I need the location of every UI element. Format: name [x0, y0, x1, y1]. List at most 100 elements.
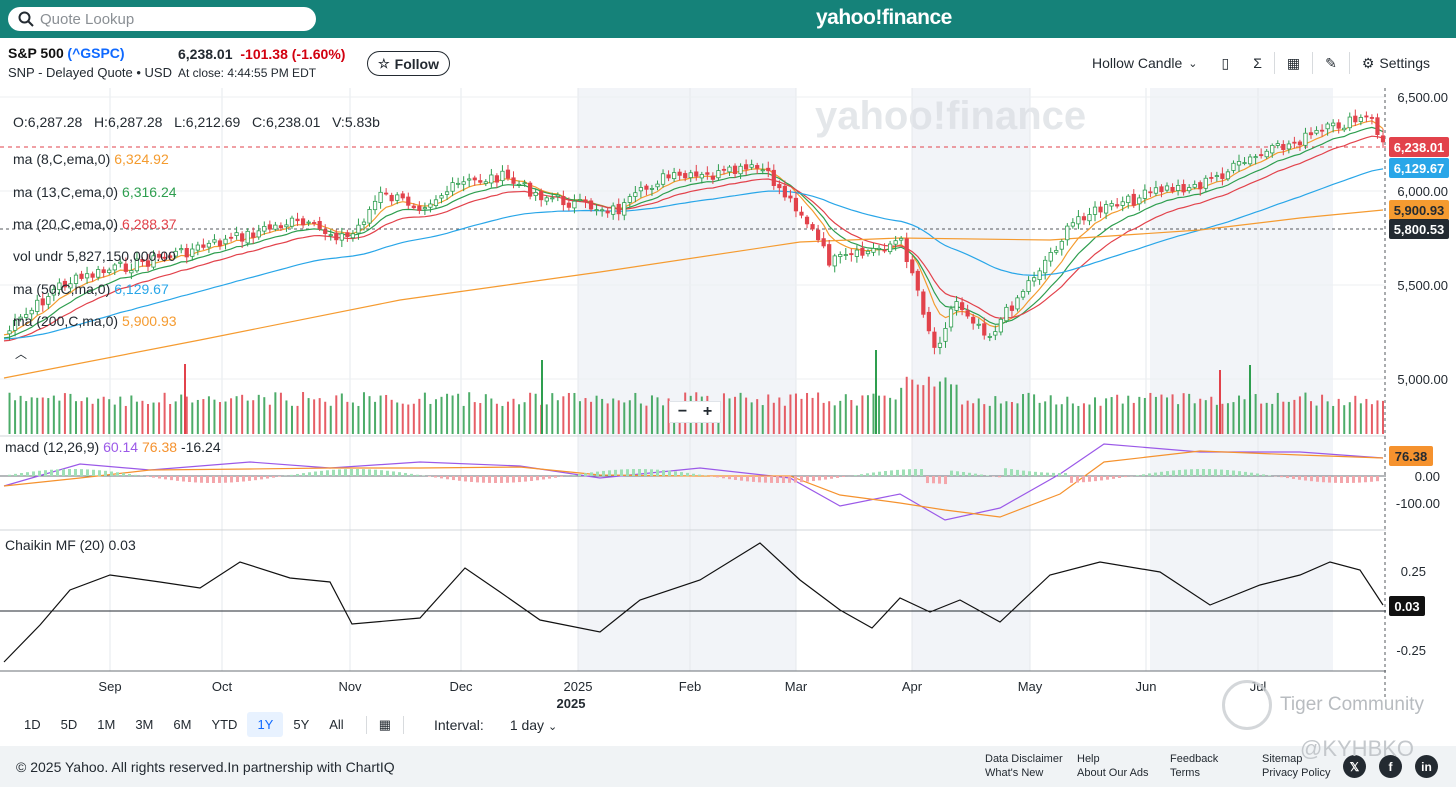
volume-bar — [822, 402, 825, 434]
candle-body — [533, 192, 538, 197]
candle-body — [145, 260, 151, 267]
period-1d[interactable]: 1D — [24, 717, 41, 732]
volume-bar — [927, 376, 930, 434]
volume-bar — [368, 396, 371, 434]
interval-dropdown[interactable]: 1 day ⌄ — [510, 717, 557, 733]
candle-body — [90, 273, 95, 278]
period-5y[interactable]: 5Y — [293, 717, 310, 732]
volume-bar — [263, 397, 266, 434]
footer-link[interactable]: About Our Ads — [1077, 767, 1149, 779]
candle-body — [655, 183, 660, 188]
volume-bar — [922, 385, 925, 434]
candle-body — [156, 253, 162, 258]
macd-histogram-bar — [188, 476, 191, 483]
x-icon[interactable]: 𝕏 — [1343, 755, 1366, 778]
volume-bar — [495, 403, 498, 434]
volume-bar — [1022, 394, 1025, 434]
macd-histogram-bar — [962, 471, 965, 476]
footer-link[interactable]: Sitemap — [1262, 753, 1303, 765]
candle-body — [334, 232, 339, 241]
period-1m[interactable]: 1M — [97, 717, 116, 732]
volume-bar — [911, 379, 914, 434]
macd-histogram-bar — [872, 472, 875, 476]
volume-bar — [196, 399, 199, 434]
macd-histogram-bar — [836, 476, 839, 478]
candle-body — [378, 191, 383, 203]
studies-button[interactable]: Σ — [1241, 52, 1274, 74]
candle-body — [616, 203, 621, 215]
draw-button[interactable]: ✎ — [1313, 52, 1349, 74]
chart-type-dropdown[interactable]: Hollow Candle ⌄ — [1080, 52, 1210, 74]
macd-legend[interactable]: macd (12,26,9) 60.14 76.38 -16.24 — [5, 439, 221, 455]
period-5d[interactable]: 5D — [60, 717, 78, 732]
period-1y[interactable]: 1Y — [247, 712, 284, 737]
macd-histogram-bar — [404, 472, 407, 476]
price-chart[interactable]: yahoo!finance Sep Oct Nov Dec 2025 Feb Mar Apr M… — [0, 88, 1456, 714]
volume-bar — [938, 381, 941, 434]
period-6m[interactable]: 6M — [173, 717, 192, 732]
legend-ma8[interactable]: ma (8,C,ema,0) 6,324.92 — [13, 151, 169, 167]
candle-body — [1331, 122, 1336, 127]
candle-body — [1009, 305, 1015, 311]
events-button[interactable]: ▦ — [1275, 52, 1312, 74]
candle-body — [904, 238, 909, 262]
settings-button[interactable]: ⚙ Settings — [1350, 52, 1442, 74]
candle-body — [134, 258, 140, 272]
footer-link[interactable]: Terms — [1170, 767, 1200, 779]
candle-body — [1109, 203, 1114, 207]
period-ytd[interactable]: YTD — [211, 717, 238, 732]
ohlc-readout: O:6,287.28 H:6,287.28 L:6,212.69 C:6,238… — [13, 114, 380, 130]
facebook-icon[interactable]: f — [1379, 755, 1402, 778]
legend-ma20[interactable]: ma (20,C,ema,0) 6,288.37 — [13, 216, 177, 232]
zoom-in-button[interactable]: + — [702, 403, 713, 420]
collapse-legend-icon[interactable]: ︿ — [15, 347, 28, 361]
quote-lookup-input[interactable]: Quote Lookup — [8, 7, 316, 31]
cmf-legend[interactable]: Chaikin MF (20) 0.03 — [5, 537, 136, 553]
close-time: At close: 4:44:55 PM EDT — [178, 66, 317, 80]
period-all[interactable]: All — [329, 717, 344, 732]
candle-body — [1020, 291, 1026, 298]
footer-link[interactable]: Help — [1077, 753, 1100, 765]
legend-ma13[interactable]: ma (13,C,ema,0) 6,316.24 — [13, 184, 177, 200]
ma50-tag: 6,129.67 — [1389, 158, 1449, 178]
zoom-controls: − + — [669, 401, 721, 423]
footer-link[interactable]: Data Disclaimer — [985, 753, 1063, 765]
legend-label: ma (200,C,ma,0) — [13, 313, 119, 329]
macd-histogram-bar — [590, 472, 593, 476]
yahoo-finance-logo[interactable]: yahoo!finance — [816, 6, 952, 29]
candle-body — [627, 196, 632, 203]
candle-body — [605, 210, 610, 214]
period-3m[interactable]: 3M — [135, 717, 154, 732]
indicators-button[interactable]: ▯ — [1210, 52, 1242, 74]
candle-body — [179, 248, 184, 251]
legend-volume[interactable]: vol undr 5,827,150,000.00 — [13, 248, 176, 264]
volume-bar — [1193, 403, 1196, 434]
legend-ma50[interactable]: ma (50,C,ma,0) 6,129.67 — [13, 281, 169, 297]
volume-bar — [407, 404, 410, 434]
date-range-calendar-icon[interactable]: ▦ — [378, 716, 391, 732]
footer-link[interactable]: Feedback — [1170, 753, 1219, 765]
footer-link[interactable]: Privacy Policy — [1262, 767, 1331, 779]
footer-link[interactable]: What's New — [985, 767, 1044, 779]
volume-bar — [794, 393, 797, 434]
volume-bar — [462, 405, 465, 434]
candle-body — [1275, 143, 1280, 146]
linkedin-icon[interactable]: in — [1415, 755, 1438, 778]
zoom-out-button[interactable]: − — [677, 403, 688, 420]
volume-bar — [878, 395, 881, 434]
volume-bar — [1370, 404, 1373, 434]
follow-button[interactable]: ☆ Follow — [367, 51, 450, 76]
volume-bar — [634, 392, 637, 434]
candle-body — [1253, 156, 1258, 159]
legend-ma200[interactable]: ma (200,C,ma,0) 5,900.93 — [13, 313, 177, 329]
volume-bar — [218, 402, 221, 434]
index-symbol[interactable]: (^GSPC) — [67, 45, 125, 61]
chart-watermark: yahoo!finance — [815, 94, 1086, 138]
volume-bar — [362, 392, 365, 434]
macd-histogram-bar — [374, 469, 377, 476]
volume-bar — [994, 396, 997, 434]
macd-histogram-bar — [1352, 476, 1355, 483]
macd-histogram-bar — [1148, 473, 1151, 476]
macd-histogram-bar — [512, 476, 515, 483]
x-tick-label: Sep — [98, 679, 121, 694]
